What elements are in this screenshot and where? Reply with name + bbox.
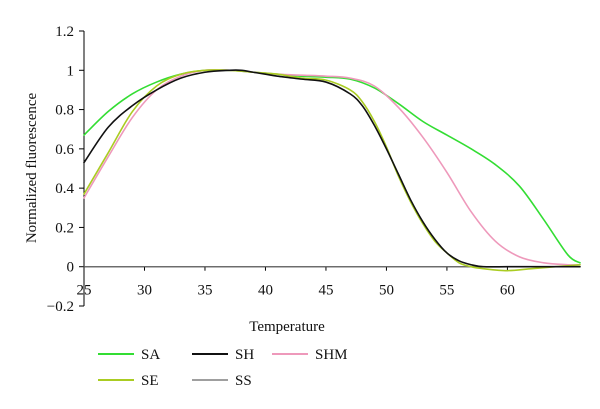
- legend-item-se: SE: [98, 373, 159, 389]
- legend-label: SE: [141, 373, 159, 389]
- x-tick-label: 60: [500, 283, 515, 299]
- legend-item-ss: SS: [192, 373, 252, 389]
- legend-label: SS: [235, 373, 252, 389]
- legend-label: SHM: [315, 347, 348, 363]
- x-tick-label: 55: [439, 283, 454, 299]
- y-tick-label: 0: [67, 260, 75, 276]
- tick-labels: −0.2 0 0.2 0.4 0.6 0.8 1 1.2 25 30 35 40 45 50 55 60: [47, 24, 515, 315]
- legend-item-sh: SH: [192, 347, 254, 363]
- x-axis-label: Temperature: [249, 319, 325, 335]
- y-tick-label: 0.6: [55, 142, 74, 158]
- y-tick-label: 0.2: [55, 220, 74, 236]
- x-tick-label: 40: [258, 283, 273, 299]
- x-tick-label: 25: [77, 283, 92, 299]
- series-line-sh: [83, 69, 581, 268]
- y-tick-label: −0.2: [47, 299, 74, 315]
- y-tick-label: 1: [67, 63, 75, 79]
- legend-label: SA: [141, 347, 160, 363]
- y-tick-label: 0.8: [55, 103, 74, 119]
- legend-item-shm: SHM: [272, 347, 348, 363]
- y-tick-label: 0.4: [55, 181, 74, 197]
- x-tick-label: 50: [379, 283, 394, 299]
- legend: SA SH SHM SE SS: [98, 347, 348, 389]
- x-tick-label: 35: [197, 283, 212, 299]
- plot-area: [83, 68, 581, 272]
- y-axis-label: Normalized fluorescence: [24, 92, 40, 243]
- series-line-sa: [83, 69, 581, 264]
- series-line-se: [83, 69, 581, 272]
- y-tick-label: 1.2: [55, 24, 74, 40]
- axes: [79, 30, 580, 307]
- series-line-shm: [83, 68, 581, 266]
- legend-label: SH: [235, 347, 254, 363]
- x-tick-label: 30: [137, 283, 152, 299]
- x-tick-label: 45: [318, 283, 333, 299]
- legend-item-sa: SA: [98, 347, 160, 363]
